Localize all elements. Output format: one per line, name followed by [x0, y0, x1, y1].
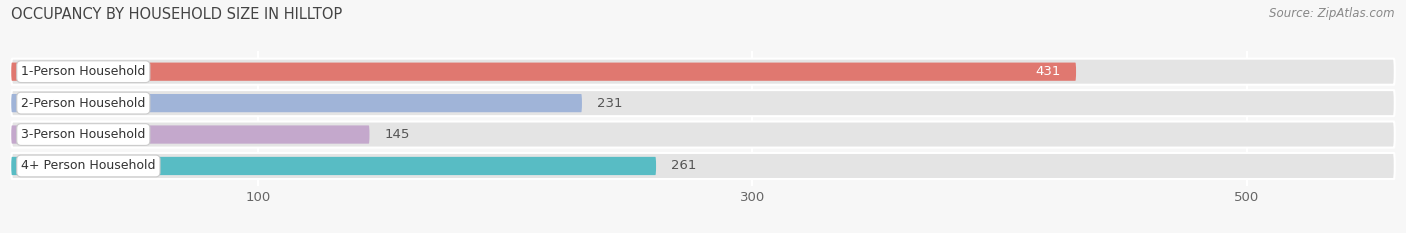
FancyBboxPatch shape: [11, 63, 1076, 81]
FancyBboxPatch shape: [11, 94, 582, 112]
FancyBboxPatch shape: [11, 90, 1395, 116]
Text: 145: 145: [384, 128, 409, 141]
FancyBboxPatch shape: [11, 153, 1395, 179]
Text: 4+ Person Household: 4+ Person Household: [21, 159, 156, 172]
Text: 1-Person Household: 1-Person Household: [21, 65, 145, 78]
Text: 261: 261: [671, 159, 696, 172]
Text: 431: 431: [1036, 65, 1062, 78]
FancyBboxPatch shape: [11, 59, 1395, 85]
FancyBboxPatch shape: [11, 125, 370, 144]
FancyBboxPatch shape: [11, 157, 657, 175]
Text: 3-Person Household: 3-Person Household: [21, 128, 145, 141]
Text: 2-Person Household: 2-Person Household: [21, 97, 145, 110]
Text: Source: ZipAtlas.com: Source: ZipAtlas.com: [1270, 7, 1395, 20]
FancyBboxPatch shape: [11, 121, 1395, 147]
Text: OCCUPANCY BY HOUSEHOLD SIZE IN HILLTOP: OCCUPANCY BY HOUSEHOLD SIZE IN HILLTOP: [11, 7, 343, 22]
Text: 231: 231: [596, 97, 623, 110]
